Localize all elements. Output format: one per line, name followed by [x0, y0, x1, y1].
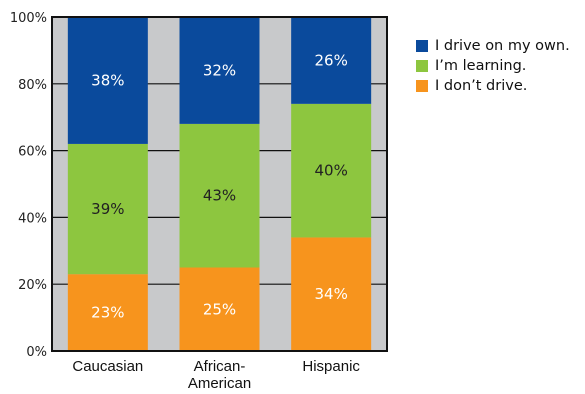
x-axis-labels: Caucasian African-American Hispanic — [72, 358, 360, 392]
y-tick-label: 60% — [18, 145, 47, 160]
bar-segment — [291, 237, 372, 351]
segment-value-label: 34% — [314, 285, 347, 303]
bars — [67, 17, 372, 351]
bar-segment — [291, 17, 372, 104]
plot-frame — [51, 16, 388, 352]
legend-label: I don’t drive. — [435, 78, 528, 94]
segment-value-label: 25% — [203, 300, 236, 318]
y-tick-label: 100% — [10, 11, 47, 26]
legend-item: I don’t drive. — [416, 76, 570, 96]
bar-segment — [179, 267, 260, 351]
legend-item: I drive on my own. — [416, 36, 570, 56]
y-axis-ticks: 0% 20% 40% 60% 80% 100% — [10, 11, 47, 360]
y-tick-label: 80% — [18, 78, 47, 93]
x-category-label: Hispanic — [302, 358, 360, 375]
y-tick-label: 20% — [18, 278, 47, 293]
y-tick-label: 40% — [18, 211, 47, 226]
legend: I drive on my own. I’m learning. I don’t d… — [416, 36, 570, 96]
legend-label: I drive on my own. — [435, 38, 570, 54]
y-tick-label: 0% — [26, 345, 47, 360]
bar-segment — [179, 17, 260, 124]
legend-item: I’m learning. — [416, 56, 570, 76]
segment-value-label: 39% — [91, 200, 124, 218]
segment-labels: 23% 39% 38% 25% 43% 32% 34% 40% 26% — [91, 51, 348, 321]
bar-segment — [179, 123, 260, 268]
bar-segment — [67, 274, 148, 351]
bar-segment — [291, 103, 372, 238]
segment-value-label: 43% — [203, 187, 236, 205]
segment-value-label: 32% — [203, 61, 236, 79]
segment-value-label: 26% — [314, 51, 347, 69]
legend-swatch — [416, 40, 428, 52]
segment-value-label: 38% — [91, 71, 124, 89]
x-category-label: African-American — [188, 358, 251, 392]
legend-swatch — [416, 60, 428, 72]
x-category-label: Caucasian — [72, 358, 143, 375]
legend-swatch — [416, 80, 428, 92]
segment-value-label: 23% — [91, 304, 124, 322]
bar-segment — [67, 17, 148, 144]
bar-segment — [67, 143, 148, 275]
legend-label: I’m learning. — [435, 58, 527, 74]
segment-value-label: 40% — [314, 162, 347, 180]
